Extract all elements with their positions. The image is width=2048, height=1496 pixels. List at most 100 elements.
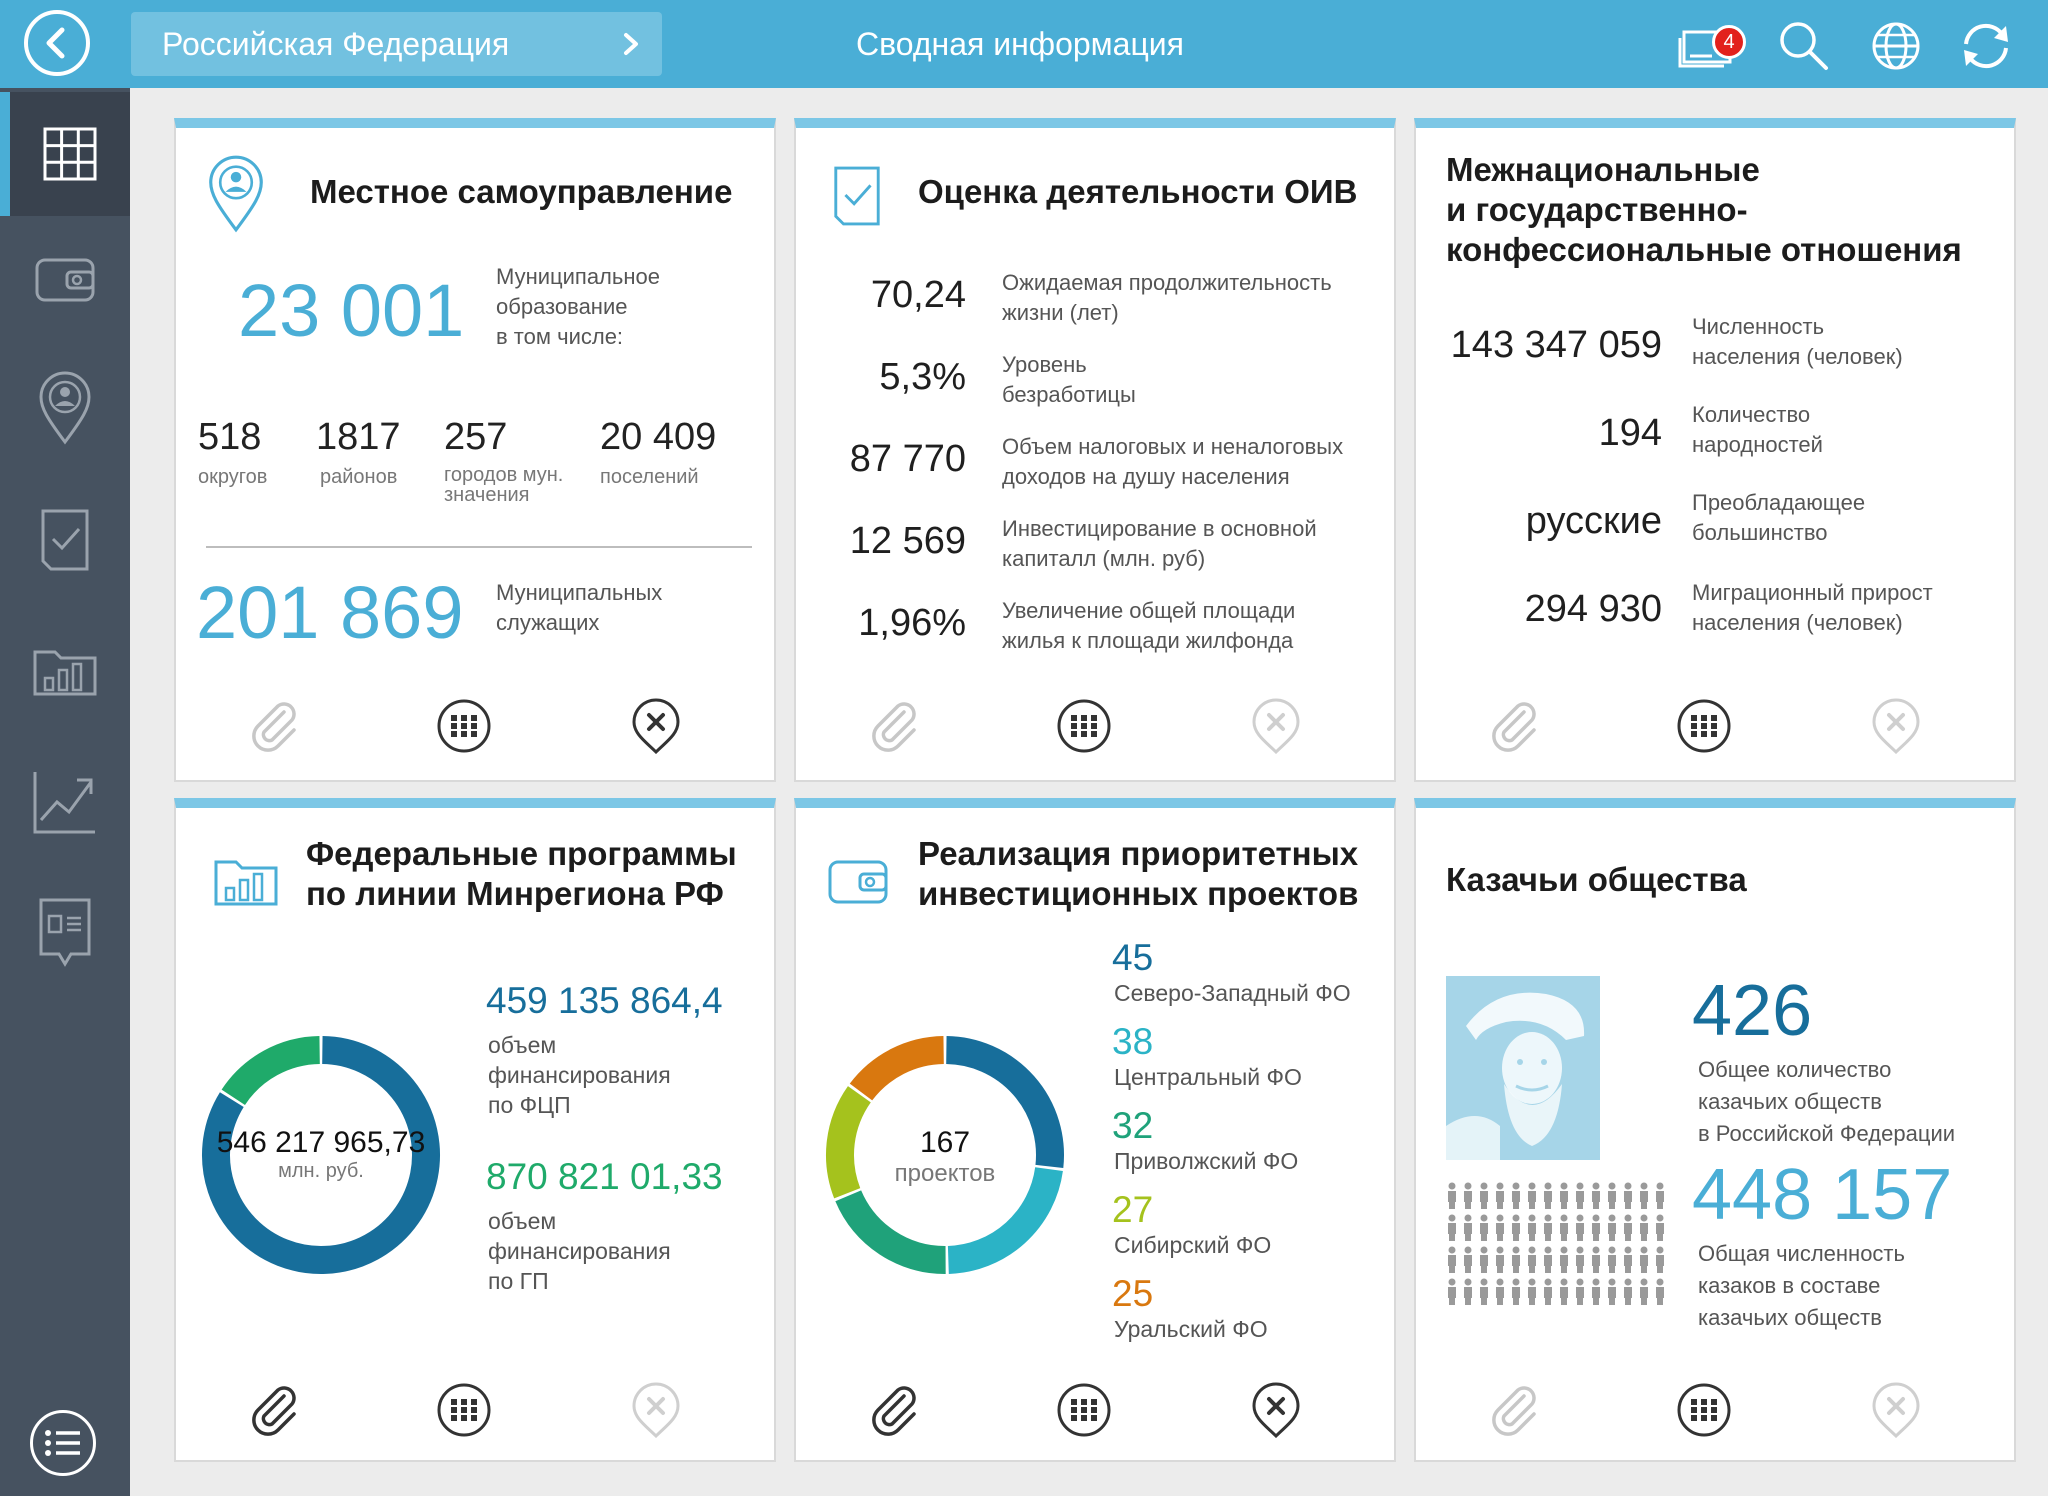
- gp-label: объем финансирования по ГП: [488, 1206, 671, 1296]
- close-pin-button[interactable]: [1248, 1382, 1304, 1438]
- person-icon: [1448, 1182, 1456, 1209]
- sidebar-item-assessment[interactable]: [0, 478, 130, 602]
- sidebar-item-programs[interactable]: [0, 610, 130, 734]
- donut-slice-4: [826, 1086, 872, 1199]
- person-icon: [1544, 1182, 1552, 1209]
- card-actions: [796, 698, 1394, 758]
- sidebar-item-investments[interactable]: [0, 218, 130, 342]
- apps-button[interactable]: [1676, 698, 1732, 754]
- stat-value: 87 770: [849, 438, 966, 480]
- donut-slice-3: [835, 1189, 946, 1274]
- person-icon: [1480, 1246, 1488, 1273]
- person-icon: [1576, 1278, 1584, 1305]
- sidebar-item-local-government[interactable]: [0, 346, 130, 470]
- language-button[interactable]: [1868, 18, 1924, 74]
- apps-button[interactable]: [1056, 1382, 1112, 1438]
- apps-button[interactable]: [1676, 1382, 1732, 1438]
- card-title: Межнациональные и государственно- конфес…: [1446, 150, 1962, 270]
- attach-button[interactable]: [246, 698, 302, 754]
- label-line: Объем налоговых и неналоговых: [1002, 434, 1344, 459]
- close-pin-button[interactable]: [628, 698, 684, 754]
- donut-center-value: 167: [919, 1126, 971, 1159]
- card-title: Реализация приоритетных инвестиционных п…: [918, 834, 1358, 914]
- apps-button[interactable]: [436, 1382, 492, 1438]
- folder-chart-icon: [214, 860, 278, 906]
- card-title: Федеральные программы по линии Минрегион…: [306, 834, 737, 914]
- donut-center-value: 546 217 965,73: [216, 1126, 426, 1159]
- label-line: Преобладающее: [1692, 490, 1866, 515]
- district-label: Сибирский ФО: [1114, 1232, 1272, 1258]
- attach-button[interactable]: [1486, 1382, 1542, 1438]
- region-selector[interactable]: Российская Федерация: [131, 12, 662, 76]
- fcp-value: 459 135 864,4: [486, 980, 723, 1021]
- title-line: Межнациональные: [1446, 151, 1760, 188]
- label-line: капиталл (млн. руб): [1002, 546, 1206, 571]
- donut-center: 167 проектов: [820, 1126, 1070, 1188]
- sidebar: [0, 88, 130, 1496]
- stat-label: Преобладающее большинство: [1692, 488, 1865, 548]
- person-icon: [1624, 1246, 1632, 1273]
- attach-button[interactable]: [246, 1382, 302, 1438]
- district-label: Центральный ФО: [1114, 1064, 1302, 1090]
- label-line: Муниципальных: [496, 580, 663, 605]
- menu-button[interactable]: [30, 1410, 96, 1476]
- person-icon: [1560, 1278, 1568, 1305]
- person-icon: [1528, 1214, 1536, 1241]
- back-button[interactable]: [24, 10, 90, 76]
- sidebar-item-summary[interactable]: [0, 92, 130, 216]
- societies-count: 426: [1692, 971, 1813, 1051]
- person-icon: [1480, 1182, 1488, 1209]
- close-pin-button[interactable]: [1868, 698, 1924, 754]
- person-icon: [1480, 1214, 1488, 1241]
- card-priority-investments: Реализация приоритетных инвестиционных п…: [794, 798, 1396, 1462]
- title-line: Реализация приоритетных: [918, 835, 1359, 872]
- label-line: жилья к площади жилфонда: [1002, 628, 1294, 653]
- person-icon: [1480, 1278, 1488, 1305]
- stat-label: Инвестицирование в основной капиталл (млн…: [1002, 514, 1317, 574]
- population-label: Общая численность казаков в составе каза…: [1698, 1238, 1905, 1334]
- person-icon: [1464, 1246, 1472, 1273]
- label-line: объем: [488, 1208, 557, 1234]
- gp-value: 870 821 01,33: [486, 1156, 723, 1197]
- refresh-icon: [1964, 23, 2008, 69]
- label-line: Общая численность: [1698, 1241, 1905, 1266]
- card-actions: [1416, 698, 2014, 758]
- donut-slice-1: [945, 1036, 1064, 1168]
- card-interethnic-relations: Межнациональные и государственно- конфес…: [1414, 118, 2016, 782]
- refresh-button[interactable]: [1956, 18, 2012, 74]
- search-button[interactable]: [1776, 18, 1832, 74]
- donut-center-label: проектов: [894, 1160, 996, 1187]
- cossack-portrait-image: [1446, 976, 1600, 1160]
- person-icon: [1464, 1278, 1472, 1305]
- attach-button[interactable]: [1486, 698, 1542, 754]
- district-label: Уральский ФО: [1114, 1316, 1268, 1342]
- label-line: объем: [488, 1032, 557, 1058]
- label-line: по ФЦП: [488, 1092, 571, 1118]
- municipal-label: Муниципальное образование в том числе:: [496, 262, 660, 352]
- attach-button[interactable]: [866, 1382, 922, 1438]
- donut-slice-5: [849, 1036, 945, 1101]
- donut-center: 546 217 965,73 млн. руб.: [196, 1126, 446, 1183]
- label-line: Увеличение общей площади: [1002, 598, 1296, 623]
- attach-button[interactable]: [866, 698, 922, 754]
- person-icon: [1512, 1214, 1520, 1241]
- sidebar-item-documents[interactable]: [0, 870, 130, 994]
- stat-label: районов: [320, 466, 398, 488]
- servants-label: Муниципальных служащих: [496, 578, 662, 638]
- close-pin-button[interactable]: [628, 1382, 684, 1438]
- location-person-icon: [209, 155, 263, 233]
- apps-button[interactable]: [436, 698, 492, 754]
- stat-value: 1817: [316, 416, 401, 458]
- person-icon: [1608, 1182, 1616, 1209]
- stat-value: русские: [1525, 500, 1662, 542]
- invest-donut-chart: [826, 1036, 1064, 1274]
- label-line: Ожидаемая продолжительность: [1002, 270, 1332, 295]
- close-pin-button[interactable]: [1868, 1382, 1924, 1438]
- label-line: образование: [496, 294, 628, 319]
- apps-button[interactable]: [1056, 698, 1112, 754]
- people-icon-grid: [1448, 1182, 1664, 1305]
- person-icon: [1656, 1278, 1664, 1305]
- close-pin-button[interactable]: [1248, 698, 1304, 754]
- municipal-count: 23 001: [238, 269, 465, 352]
- sidebar-item-analytics[interactable]: [0, 740, 130, 864]
